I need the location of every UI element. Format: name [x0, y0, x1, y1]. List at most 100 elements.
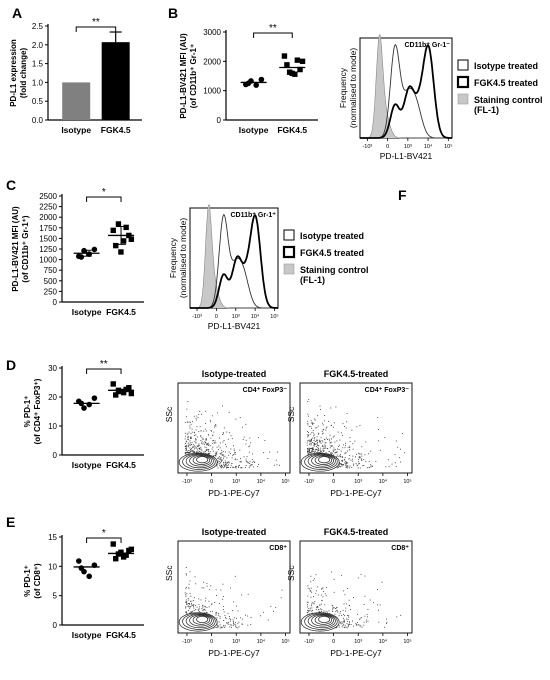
flow-event [204, 605, 206, 607]
flow-event [322, 424, 324, 426]
flow-event [213, 440, 215, 441]
flow-event [245, 423, 247, 425]
flow-event [225, 616, 226, 618]
flow-event [245, 460, 247, 462]
contour-ring [182, 453, 216, 470]
flow-event [237, 610, 239, 612]
flow-event [344, 463, 346, 465]
flow-event [308, 453, 309, 455]
flow-event [340, 450, 342, 452]
x-tick-label: 10⁵ [444, 143, 452, 150]
flow-event [317, 425, 319, 427]
flow-event [329, 442, 331, 444]
flow-event [310, 440, 312, 442]
flow-plot-title: Isotype-treated [202, 369, 267, 379]
flow-event [245, 443, 247, 445]
flow-event [332, 449, 334, 451]
data-point [297, 66, 303, 73]
flow-event [331, 571, 333, 573]
significance-bracket [86, 196, 122, 202]
flow-event [219, 463, 221, 465]
flow-event [369, 464, 371, 466]
panel-label-e: E [6, 514, 15, 530]
flow-event [279, 464, 281, 466]
flow-event [221, 465, 223, 467]
flow-event [228, 454, 230, 456]
flow-event [221, 466, 223, 468]
flow-event [195, 434, 197, 436]
flow-event [339, 439, 341, 441]
flow-event [185, 567, 187, 568]
y-tick-label: 0 [217, 116, 222, 125]
contour-ring [196, 456, 209, 464]
flow-event [194, 446, 196, 448]
flow-event [306, 444, 308, 446]
flow-event [186, 574, 187, 576]
flow-event [349, 624, 351, 625]
flow-event [226, 431, 228, 433]
flow-event [332, 426, 334, 428]
flow-event [191, 600, 193, 602]
legend-swatch [283, 229, 295, 241]
flow-event [316, 452, 318, 454]
flow-event [253, 460, 255, 462]
flow-event [353, 597, 355, 598]
x-tick-label: -10³ [182, 639, 192, 645]
flow-event [318, 439, 320, 441]
flow-event [193, 446, 195, 448]
flow-event [341, 464, 343, 466]
flow-event [352, 464, 354, 466]
flow-event [342, 464, 344, 466]
flow-event [226, 622, 228, 624]
flow-event [185, 452, 187, 454]
flow-event [309, 442, 311, 444]
fgk45-curve [190, 214, 278, 309]
flow-event [207, 443, 209, 445]
flow-event [320, 409, 321, 410]
flow-event [306, 612, 308, 614]
flow-event [308, 434, 310, 436]
x-axis-label: PD-1-PE-Cy7 [330, 648, 382, 658]
flow-event [200, 448, 202, 450]
data-point [281, 53, 288, 59]
flow-event [318, 448, 319, 450]
flow-event [307, 609, 309, 611]
flow-event [193, 431, 195, 433]
flow-event [190, 433, 192, 435]
y-axis-label: PD-L1-BV421 MFI (AU) [179, 33, 188, 119]
flow-event [310, 444, 312, 446]
flow-event [308, 608, 310, 610]
flow-event [333, 449, 335, 451]
flow-event [197, 445, 199, 447]
flow-event [345, 467, 347, 468]
flow-event [210, 421, 211, 423]
flow-event [193, 604, 195, 606]
flow-event [233, 450, 235, 452]
x-tick-label: 10⁴ [251, 313, 260, 320]
flow-event [205, 430, 207, 432]
flow-event [196, 451, 198, 453]
flow-event [334, 613, 336, 615]
flow-event [196, 415, 198, 417]
flow-event [191, 428, 193, 430]
flow-event [342, 609, 344, 611]
flow-event [340, 456, 342, 458]
flow-event [349, 447, 351, 449]
contour-ring [304, 453, 338, 470]
gate-label: CD11b⁺ Gr-1⁻ [404, 42, 450, 49]
flow-event [272, 610, 274, 612]
flow-event [205, 600, 207, 602]
flow-event [307, 413, 309, 415]
flow-event [314, 450, 316, 452]
flow-event [324, 447, 326, 449]
flow-event [219, 447, 221, 449]
flow-event [317, 445, 319, 446]
flow-event [218, 461, 220, 463]
flow-event [185, 416, 187, 418]
flow-event [229, 624, 231, 626]
flow-event [368, 460, 370, 462]
flow-event [250, 465, 252, 467]
flow-event [204, 446, 206, 448]
flow-event [223, 625, 225, 627]
flow-event [197, 417, 199, 419]
